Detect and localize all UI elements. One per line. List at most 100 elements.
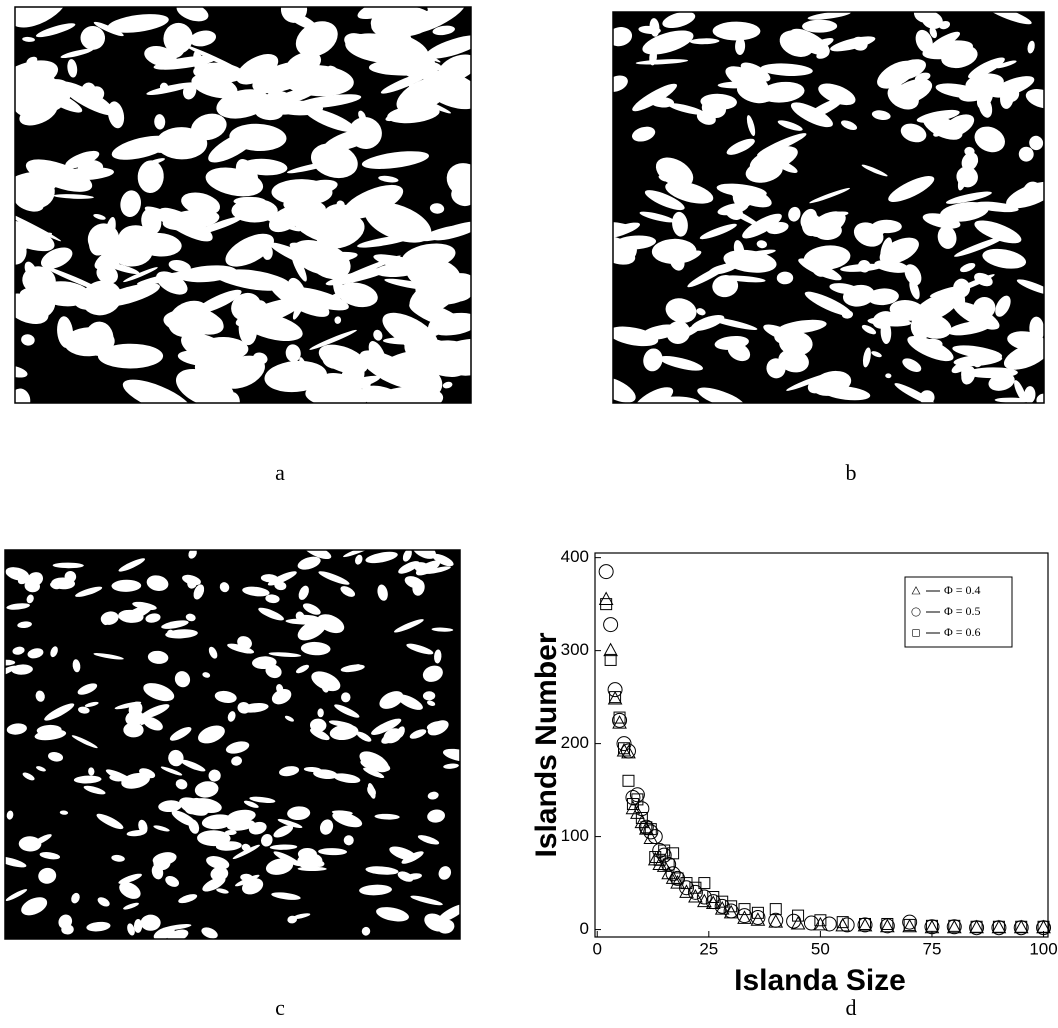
texture-gap — [123, 267, 158, 283]
marker — [969, 920, 985, 936]
marker — [902, 914, 918, 930]
texture-gap — [432, 25, 455, 36]
texture-gap — [790, 102, 833, 128]
texture-gap — [756, 240, 768, 249]
texture-gap — [841, 310, 854, 319]
texture-gap — [265, 238, 273, 247]
texture-gap — [415, 287, 426, 306]
texture-gap — [59, 810, 69, 815]
texture-gap — [974, 126, 1005, 153]
y-tick-label: 400 — [561, 547, 589, 566]
texture-gap — [662, 11, 696, 29]
texture-gap — [0, 659, 16, 666]
marker — [903, 918, 916, 931]
texture-gap — [422, 665, 443, 682]
texture-gap — [804, 291, 853, 317]
marker — [640, 821, 653, 834]
texture-gap — [35, 690, 45, 702]
texture-gap — [295, 664, 310, 674]
texture-gap — [188, 548, 197, 559]
panel-label: c — [275, 995, 285, 1020]
marker — [603, 642, 618, 657]
texture-gap — [118, 873, 142, 884]
texture-gap — [0, 220, 55, 252]
texture-gap — [181, 192, 221, 216]
texture-gap — [417, 271, 473, 303]
texture-gap — [224, 830, 237, 836]
marker — [696, 889, 712, 905]
texture-gap — [398, 561, 420, 574]
texture-gap — [238, 313, 258, 346]
texture-gap — [72, 659, 81, 673]
marker — [857, 917, 873, 933]
texture-gap — [341, 692, 351, 703]
texture-gap — [644, 190, 685, 211]
texture-gap — [343, 544, 375, 558]
texture-gap — [687, 262, 732, 288]
texture-gap — [50, 646, 58, 658]
texture-gap — [265, 858, 294, 875]
texture-gap — [252, 61, 316, 94]
texture-gap — [240, 873, 253, 881]
texture-gap — [635, 59, 689, 65]
texture-gap — [93, 653, 124, 660]
texture-gap — [300, 641, 331, 656]
texture-gap — [965, 73, 1004, 94]
texture-gap — [861, 324, 877, 335]
texture-gap — [175, 779, 188, 790]
marker — [707, 891, 720, 904]
texture-gap — [974, 220, 1022, 244]
texture-gap — [311, 671, 341, 692]
marker — [656, 847, 672, 863]
marker — [612, 712, 628, 728]
texture-gap — [778, 349, 809, 373]
texture-gap — [434, 649, 442, 664]
texture-gap — [807, 11, 851, 20]
texture-gap — [414, 562, 430, 574]
texture-gap — [431, 627, 454, 632]
texture-gap — [111, 135, 172, 160]
texture-gap — [422, 691, 436, 701]
texture-gap — [65, 150, 100, 169]
texture-gap — [97, 343, 164, 369]
texture-gap — [317, 708, 324, 718]
marker — [946, 919, 962, 935]
texture-gap — [292, 913, 311, 920]
texture-gap — [690, 314, 725, 331]
texture-gap — [699, 223, 737, 240]
texture-gap — [602, 222, 640, 239]
texture-gap — [410, 895, 443, 906]
texture-gap — [77, 683, 98, 695]
texture-gap — [297, 556, 321, 570]
y-tick-label: 200 — [561, 733, 589, 752]
texture-gap — [442, 381, 453, 389]
marker — [1013, 920, 1029, 936]
texture-gap — [378, 175, 399, 183]
marker — [859, 917, 872, 930]
texture-gap — [291, 251, 307, 282]
texture-gap — [960, 263, 976, 273]
texture-gap — [36, 766, 46, 772]
marker — [792, 909, 805, 922]
texture-gap — [317, 126, 375, 157]
texture-gap — [119, 882, 141, 899]
texture-gap — [161, 620, 189, 629]
texture-gap — [371, 718, 402, 735]
texture-gap — [367, 785, 376, 797]
marker — [1037, 920, 1050, 933]
texture-gap — [146, 158, 165, 166]
texture-gap — [401, 851, 424, 864]
texture-gap — [194, 781, 219, 798]
texture-gap — [265, 664, 282, 679]
texture-gap — [994, 397, 1031, 403]
marker — [670, 870, 686, 886]
texture-gap — [53, 194, 94, 199]
y-tick-label: 300 — [561, 640, 589, 659]
texture-gap — [356, 731, 372, 742]
texture-gap — [154, 114, 166, 130]
texture-gap — [6, 723, 27, 735]
texture-gap — [432, 553, 454, 567]
texture-gap — [255, 104, 283, 121]
marker — [924, 919, 940, 935]
texture-gap — [180, 759, 206, 772]
